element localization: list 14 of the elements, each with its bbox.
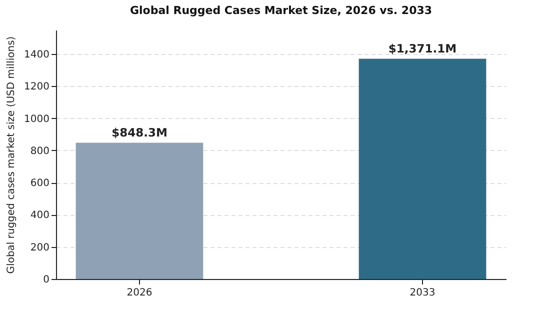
data-label: $1,371.1M [388, 42, 457, 56]
x-tick-label: 2033 [410, 288, 436, 298]
data-label: $848.3M [112, 126, 168, 140]
x-tick-label: 2026 [126, 288, 152, 298]
chart-title: Global Rugged Cases Market Size, 2026 vs. 2033 [130, 4, 432, 17]
y-tick-label: 400 [30, 210, 50, 222]
y-tick-label: 1400 [24, 50, 50, 61]
y-tick-label: 1000 [24, 114, 50, 125]
y-tick-label: 600 [30, 178, 50, 190]
y-tick-label: 0 [43, 274, 50, 286]
y-axis-title: Global rugged cases market size (USD millions) [6, 36, 18, 274]
y-tick-label: 1200 [24, 82, 50, 93]
y-tick-label: 800 [30, 146, 50, 157]
y-tick-label: 200 [30, 242, 50, 254]
